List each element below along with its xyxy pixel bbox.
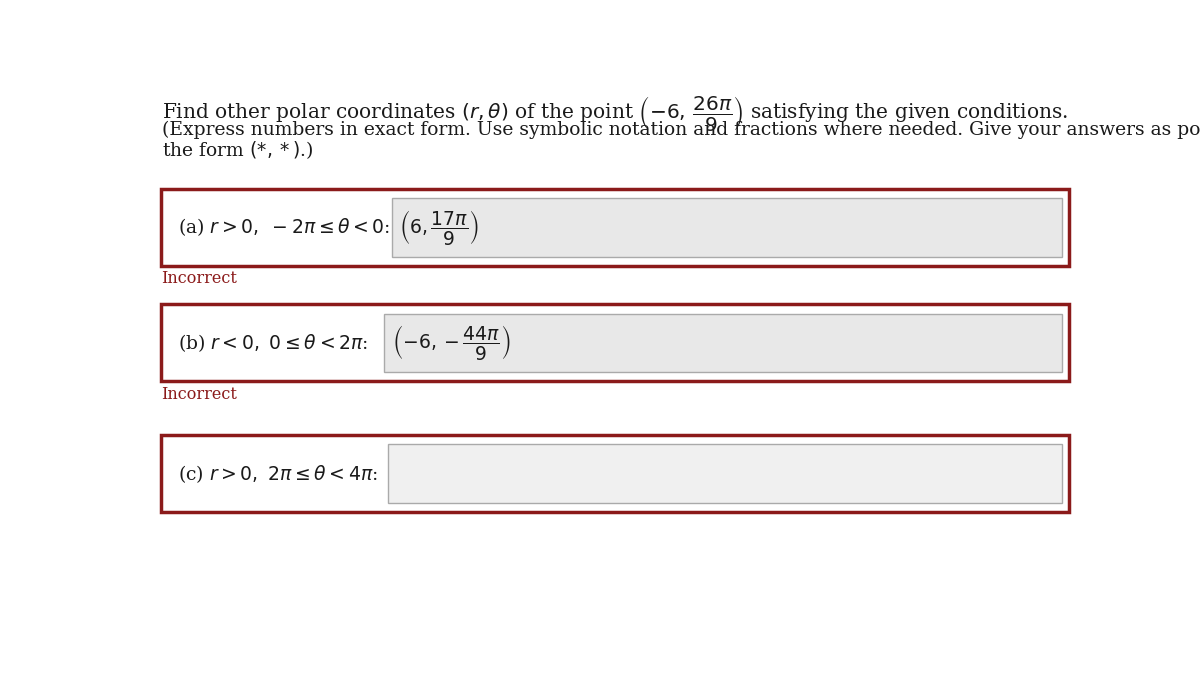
Text: Find other polar coordinates $(r, \theta)$ of the point $\left(-6,\, \dfrac{26\p: Find other polar coordinates $(r, \theta… xyxy=(162,94,1068,133)
Text: (c) $r > 0,\ 2\pi \leq \theta < 4\pi$:: (c) $r > 0,\ 2\pi \leq \theta < 4\pi$: xyxy=(178,463,378,485)
Text: (a) $r > 0,\ -2\pi \leq \theta < 0$:: (a) $r > 0,\ -2\pi \leq \theta < 0$: xyxy=(178,217,390,238)
FancyBboxPatch shape xyxy=(388,444,1062,503)
Text: Incorrect: Incorrect xyxy=(161,386,236,403)
Text: $\left(-6,-\dfrac{44\pi}{9}\right)$: $\left(-6,-\dfrac{44\pi}{9}\right)$ xyxy=(391,323,510,362)
FancyBboxPatch shape xyxy=(391,198,1062,256)
FancyBboxPatch shape xyxy=(384,314,1062,372)
Text: (b) $r < 0,\ 0 \leq \theta < 2\pi$:: (b) $r < 0,\ 0 \leq \theta < 2\pi$: xyxy=(178,332,367,354)
FancyBboxPatch shape xyxy=(161,435,1069,512)
FancyBboxPatch shape xyxy=(161,189,1069,266)
Text: the form $(*, *)$.): the form $(*, *)$.) xyxy=(162,139,314,161)
Text: (Express numbers in exact form. Use symbolic notation and fractions where needed: (Express numbers in exact form. Use symb… xyxy=(162,120,1200,138)
Text: Incorrect: Incorrect xyxy=(161,271,236,288)
FancyBboxPatch shape xyxy=(161,304,1069,381)
Text: $\left(6,\dfrac{17\pi}{9}\right)$: $\left(6,\dfrac{17\pi}{9}\right)$ xyxy=(400,208,479,247)
